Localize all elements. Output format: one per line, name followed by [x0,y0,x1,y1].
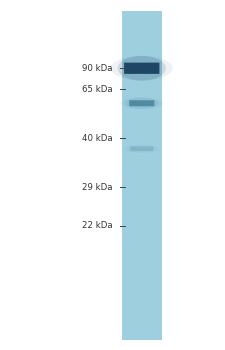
Bar [122,10,123,340]
Bar [122,10,162,340]
Bar [161,10,163,340]
FancyBboxPatch shape [130,146,153,151]
Text: 65 kDa: 65 kDa [82,85,112,94]
Text: 40 kDa: 40 kDa [82,134,112,143]
FancyBboxPatch shape [129,100,154,106]
Ellipse shape [118,56,166,80]
Text: 29 kDa: 29 kDa [82,183,112,192]
Text: 22 kDa: 22 kDa [82,221,112,230]
Ellipse shape [111,56,173,80]
Ellipse shape [125,98,159,109]
Text: 90 kDa: 90 kDa [82,64,112,73]
FancyBboxPatch shape [124,63,159,74]
